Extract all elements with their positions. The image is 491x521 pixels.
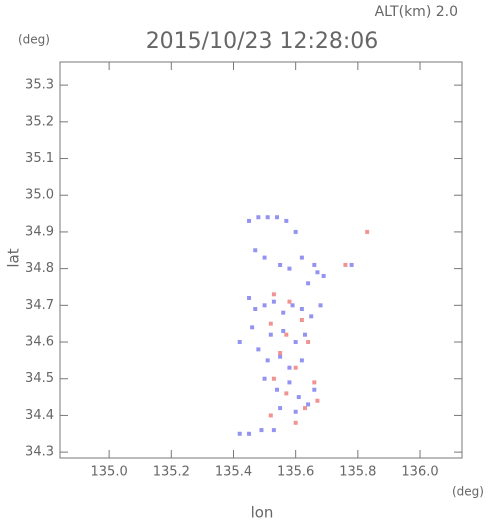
data-point [299, 255, 304, 260]
data-point [271, 428, 276, 433]
data-point [278, 262, 283, 267]
data-point [265, 358, 270, 363]
data-point [247, 295, 252, 300]
plot-frame [59, 61, 463, 459]
data-point [293, 409, 298, 414]
data-point [296, 395, 301, 400]
y-unit: (deg) [18, 33, 50, 47]
data-point [318, 303, 323, 308]
data-point [290, 303, 295, 308]
y-axis-label: lat [5, 248, 23, 267]
data-point [253, 306, 258, 311]
data-point [315, 270, 320, 275]
y-tick-label: 35.1 [25, 151, 54, 166]
data-point [253, 248, 258, 253]
data-point [312, 262, 317, 267]
y-tick-label: 34.3 [25, 445, 54, 460]
y-tick-label: 34.7 [25, 298, 54, 313]
data-point [284, 332, 289, 337]
data-point [306, 402, 311, 407]
x-tick-label: 136.0 [401, 465, 438, 480]
data-point [271, 292, 276, 297]
y-tick-label: 35.2 [25, 114, 54, 129]
y-tick-label: 35.3 [25, 78, 54, 93]
data-point [315, 398, 320, 403]
data-point [287, 266, 292, 271]
data-point [278, 351, 283, 356]
data-point [284, 218, 289, 223]
data-point [268, 321, 273, 326]
y-tick-label: 34.9 [25, 224, 54, 239]
data-point [309, 314, 314, 319]
data-point [268, 413, 273, 418]
data-point [299, 306, 304, 311]
x-tick-label: 135.4 [215, 465, 252, 480]
data-point [265, 215, 270, 220]
data-point [278, 354, 283, 359]
data-point [287, 365, 292, 370]
data-point [293, 229, 298, 234]
x-tick-label: 135.0 [91, 465, 128, 480]
y-tick-label: 34.4 [25, 408, 54, 423]
data-point [321, 273, 326, 278]
data-point [284, 391, 289, 396]
x-tick-label: 135.2 [153, 465, 190, 480]
data-point [287, 299, 292, 304]
data-point [306, 340, 311, 345]
data-point [306, 281, 311, 286]
x-unit: (deg) [452, 485, 484, 499]
data-point [271, 376, 276, 381]
data-point [293, 420, 298, 425]
data-point [259, 428, 264, 433]
data-point [275, 215, 280, 220]
data-point [268, 332, 273, 337]
data-point [312, 387, 317, 392]
data-point [281, 329, 286, 334]
chart-title: 2015/10/23 12:28:06 [146, 29, 379, 54]
data-point [237, 431, 242, 436]
data-point [343, 262, 348, 267]
data-point [247, 218, 252, 223]
data-point [349, 262, 354, 267]
x-axis-label: lon [251, 504, 274, 521]
data-point [281, 310, 286, 315]
data-point [299, 358, 304, 363]
data-point [312, 380, 317, 385]
data-point [262, 376, 267, 381]
data-point [287, 380, 292, 385]
data-point [278, 406, 283, 411]
data-point [275, 387, 280, 392]
data-point [256, 215, 261, 220]
data-point [299, 318, 304, 323]
data-point [262, 303, 267, 308]
data-point [247, 431, 252, 436]
x-tick-label: 135.6 [277, 465, 314, 480]
data-point [250, 325, 255, 330]
altitude-label: ALT(km) 2.0 [375, 4, 458, 20]
y-tick-label: 35.0 [25, 188, 54, 203]
data-point [302, 406, 307, 411]
data-point [293, 365, 298, 370]
data-point [271, 299, 276, 304]
data-point [302, 332, 307, 337]
data-point [262, 255, 267, 260]
y-tick-label: 34.8 [25, 261, 54, 276]
data-point [256, 347, 261, 352]
data-point [237, 340, 242, 345]
x-tick-label: 135.8 [339, 465, 376, 480]
y-tick-label: 34.6 [25, 335, 54, 350]
data-point [293, 340, 298, 345]
y-tick-label: 34.5 [25, 371, 54, 386]
data-point [365, 229, 370, 234]
